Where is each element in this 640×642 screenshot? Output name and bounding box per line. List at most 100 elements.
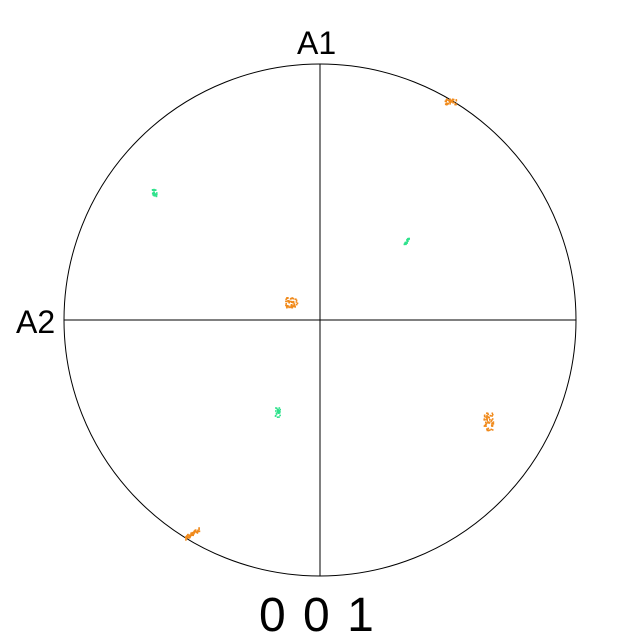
pole-point — [191, 533, 194, 535]
pole-point — [278, 407, 281, 409]
pole-point — [488, 417, 490, 419]
pole-point — [295, 301, 298, 303]
pole-point — [455, 103, 457, 105]
pole-point — [452, 98, 455, 101]
pole-point — [192, 534, 194, 536]
green-cluster-upper-left — [151, 188, 158, 198]
pole-point — [186, 534, 189, 536]
pole-point — [285, 304, 287, 307]
pole-point — [484, 424, 486, 427]
pole-point — [279, 414, 281, 417]
pole-point — [491, 419, 493, 421]
pole-point — [444, 100, 447, 103]
pole-point — [152, 191, 155, 194]
pole-point — [198, 528, 200, 530]
pole-point — [197, 529, 199, 532]
pole-point — [151, 189, 154, 191]
pole-point — [153, 193, 155, 195]
pole-point — [285, 303, 287, 305]
pole-point — [485, 425, 487, 427]
pole-point — [276, 416, 279, 418]
pole-point — [452, 99, 454, 102]
pole-point — [483, 415, 486, 418]
pole-point — [290, 297, 292, 300]
pole-point — [485, 422, 488, 425]
pole-point — [489, 415, 492, 417]
pole-point — [276, 409, 279, 412]
pole-point — [156, 193, 158, 196]
pole-point — [287, 297, 289, 299]
pole-point — [491, 412, 494, 415]
pole-point — [275, 410, 277, 412]
pole-point — [445, 102, 448, 105]
pole-point — [490, 428, 493, 431]
pole-point — [286, 297, 288, 300]
pole-point — [288, 300, 290, 303]
pole-point — [153, 195, 156, 197]
pole-point — [407, 238, 409, 240]
pole-point — [453, 101, 455, 104]
pole-point — [196, 531, 199, 533]
pole-point — [192, 531, 195, 534]
pole-point — [408, 238, 410, 241]
pole-point — [154, 189, 157, 191]
pole-point — [487, 429, 490, 432]
pole-point — [486, 419, 488, 422]
pole-point — [486, 412, 489, 415]
pole-point — [190, 532, 192, 535]
pole-point — [449, 98, 451, 101]
pole-point — [405, 242, 408, 244]
pole-point — [489, 418, 491, 421]
pole-point — [492, 421, 495, 423]
pole-point — [278, 416, 280, 418]
pole-point — [490, 420, 492, 423]
pole-point — [187, 537, 189, 539]
orange-cluster-lower-right — [483, 412, 495, 432]
pole-point — [156, 192, 158, 194]
pole-point — [155, 195, 157, 197]
pole-point — [198, 530, 201, 533]
pole-point — [454, 103, 456, 106]
pole-point — [483, 414, 486, 417]
pole-point — [449, 103, 451, 105]
pole-point — [294, 298, 297, 300]
pole-point — [288, 301, 290, 304]
pole-point — [151, 192, 154, 195]
pole-point — [291, 301, 293, 303]
pole-point — [486, 414, 488, 417]
axis-label-top: A1 — [297, 25, 337, 61]
pole-point — [275, 407, 278, 410]
pole-point — [449, 100, 451, 103]
pole-point — [449, 99, 452, 101]
pole-point — [293, 303, 296, 305]
pole-point — [153, 188, 155, 191]
pole-point — [198, 527, 200, 529]
pole-point — [278, 409, 281, 412]
pole-point — [295, 299, 298, 302]
pole-point — [294, 304, 296, 307]
pole-point — [185, 538, 188, 540]
pole-point — [278, 411, 280, 414]
pole-point — [491, 429, 494, 431]
pole-point — [292, 300, 295, 303]
pole-point — [406, 239, 408, 241]
pole-point — [186, 536, 188, 538]
orange-cluster-near-center — [285, 297, 299, 309]
green-cluster-upper-right — [403, 237, 410, 246]
pole-point — [155, 193, 157, 196]
pole-point — [291, 304, 293, 306]
pole-point — [447, 102, 449, 105]
pole-point — [488, 429, 491, 431]
pole-point — [492, 423, 495, 425]
pole-point — [196, 532, 199, 534]
pole-point — [276, 408, 279, 411]
pole-point — [445, 103, 447, 106]
pole-point — [485, 421, 487, 424]
pole-point — [403, 243, 406, 246]
pole-point — [292, 305, 295, 307]
pole-point — [292, 302, 295, 304]
pole-point — [455, 99, 458, 102]
pole-point — [486, 418, 488, 420]
pole-point — [483, 418, 486, 420]
pole-point — [194, 530, 196, 533]
